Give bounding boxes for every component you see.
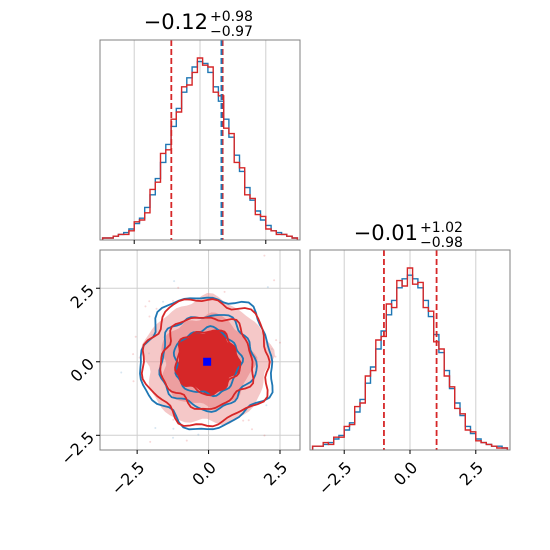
marginal-panel-1: −0.12 +0.98 −0.97: [99, 9, 301, 244]
sample-point: [273, 279, 276, 282]
sample-point: [278, 341, 281, 344]
marginal-2-histograms: [311, 267, 509, 450]
true-value-marker: [203, 357, 212, 366]
red-contour-0: [174, 329, 242, 397]
xtick-label-1: 0.0: [390, 458, 421, 489]
red-contour-1: [159, 316, 255, 410]
ytick-label-2: 2.5: [67, 281, 98, 312]
marginal-2-title-sub: −0.98: [420, 235, 463, 251]
xtick-label-0: −2.5: [108, 458, 149, 499]
sample-point: [223, 290, 226, 293]
sample-point: [263, 254, 266, 257]
blue-contour-2: [139, 296, 274, 431]
sample-point: [172, 436, 175, 439]
marginal-1-title: −0.12: [144, 10, 208, 34]
marginal-1-grid: [133, 40, 267, 240]
sample-point: [185, 439, 188, 442]
sample-point: [134, 335, 137, 338]
sample-point: [197, 433, 200, 436]
marginal-panel-2: −2.5 0.0 2.5 −0.01 +1.02 −0.98: [309, 220, 511, 499]
joint-true-point: [203, 357, 212, 366]
joint-panel: −2.5 0.0 2.5 −2.5 0.0 2.5: [57, 249, 301, 499]
histogram-series-0: [311, 274, 509, 450]
xtick-label-2: 2.5: [260, 458, 291, 489]
sample-point: [154, 426, 157, 429]
sample-point: [263, 434, 266, 437]
marginal-1-histograms: [101, 57, 299, 240]
sample-point: [247, 419, 250, 422]
xtick-label-0: −2.5: [315, 458, 356, 499]
marginal-2-quantile-lines: [383, 250, 438, 450]
ytick-label-0: −2.5: [57, 428, 98, 469]
marginal-2-grid: [343, 250, 477, 450]
joint-yticks: −2.5 0.0 2.5: [57, 281, 100, 469]
sample-point: [172, 427, 175, 430]
sample-point: [172, 418, 175, 421]
sample-point: [148, 300, 151, 303]
sample-point: [148, 315, 151, 318]
sample-point: [173, 280, 176, 283]
xtick-label-2: 2.5: [456, 458, 487, 489]
sample-point: [149, 440, 152, 443]
marginal-1-title-sub: −0.97: [210, 24, 253, 40]
sample-point: [155, 307, 158, 310]
ytick-label-1: 0.0: [67, 354, 98, 385]
sample-point: [266, 286, 269, 289]
sample-point: [162, 300, 165, 303]
marginal-1-quantile-lines: [170, 40, 224, 240]
sample-point: [132, 380, 135, 383]
histogram-series-1: [101, 57, 299, 240]
marginal-1-xticks: [133, 240, 267, 244]
sample-point: [250, 428, 253, 431]
marginal-2-xticks: −2.5 0.0 2.5: [315, 450, 487, 499]
sample-point: [275, 339, 278, 342]
blue-contour-1: [158, 314, 258, 413]
xtick-label-1: 0.0: [188, 458, 219, 489]
sample-point: [274, 355, 277, 358]
joint-red-contours: [140, 298, 271, 428]
histogram-series-1: [311, 267, 509, 450]
sample-point: [144, 305, 147, 308]
sample-point: [177, 286, 180, 289]
marginal-2-title-sup: +1.02: [420, 220, 463, 236]
joint-frame: [99, 249, 301, 451]
sample-point: [242, 419, 245, 422]
sample-point: [132, 353, 135, 356]
marginal-2-title: −0.01: [354, 221, 418, 245]
sample-point: [120, 371, 123, 374]
sample-point: [265, 404, 268, 407]
joint-xticks: −2.5 0.0 2.5: [108, 450, 291, 499]
sample-point: [172, 299, 175, 302]
marginal-1-title-sup: +0.98: [210, 9, 253, 25]
red-contour-2: [140, 298, 271, 428]
